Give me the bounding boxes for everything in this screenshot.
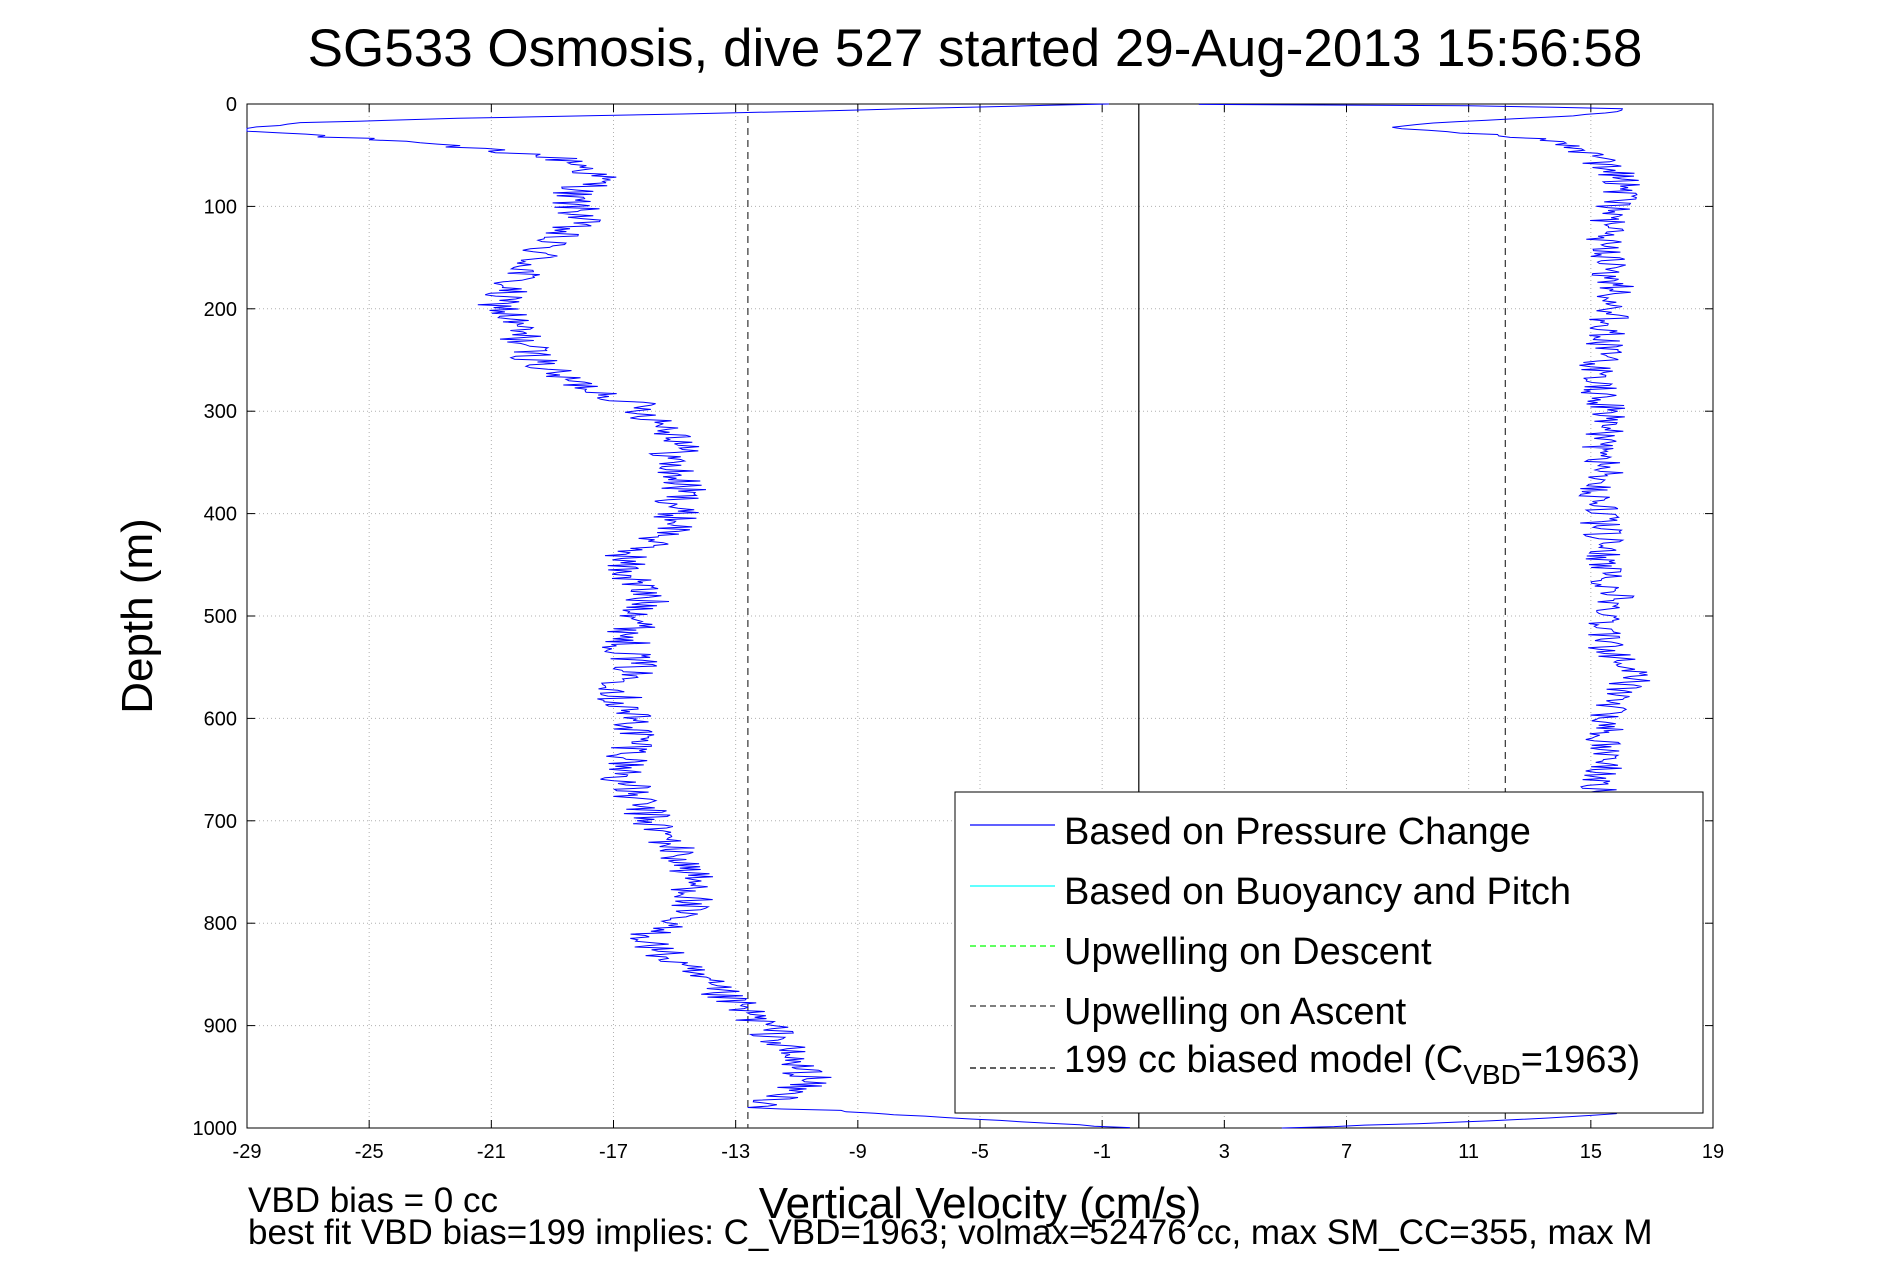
y-tick-label: 0: [226, 94, 237, 116]
y-tick-label: 200: [204, 299, 237, 321]
x-tick-label: 3: [1219, 1141, 1230, 1163]
x-axis-label: Vertical Velocity (cm/s): [759, 1179, 1202, 1228]
x-tick-label: -29: [233, 1141, 262, 1163]
legend-label-pressure-change: Based on Pressure Change: [1064, 811, 1531, 853]
legend-label-biased-model-main: 199 cc biased model (C: [1064, 1039, 1463, 1081]
x-tick-label: 11: [1458, 1141, 1479, 1163]
y-tick-label: 500: [204, 606, 237, 628]
chart-title: SG533 Osmosis, dive 527 started 29-Aug-2…: [308, 19, 1643, 78]
y-tick-label: 700: [204, 811, 237, 833]
series-pressure-change-descent: [246, 103, 1130, 1129]
y-tick-label: 100: [204, 196, 237, 218]
y-tick-label: 900: [204, 1016, 237, 1038]
annotation-vbd-bias: VBD bias = 0 cc: [248, 1181, 498, 1220]
x-tick-label: -5: [971, 1141, 989, 1163]
y-tick-label: 600: [204, 708, 237, 730]
x-tick-label: -1: [1093, 1141, 1111, 1163]
x-tick-label: -17: [599, 1141, 628, 1163]
y-tick-label: 400: [204, 504, 237, 526]
y-tick-label: 800: [204, 913, 237, 935]
x-tick-label: -9: [849, 1141, 867, 1163]
x-tick-label: -13: [721, 1141, 750, 1163]
y-tick-label: 300: [204, 401, 237, 423]
y-tick-label: 1000: [193, 1118, 238, 1140]
annotation-best-fit: best fit VBD bias=199 implies: C_VBD=196…: [248, 1213, 1653, 1252]
legend-label-biased-model: 199 cc biased model (CVBD=1963): [1064, 1039, 1640, 1090]
legend: Based on Pressure Change Based on Buoyan…: [954, 791, 1704, 1114]
x-tick-label: 15: [1580, 1141, 1602, 1163]
legend-label-biased-model-sub: VBD: [1463, 1059, 1521, 1090]
x-tick-label: 19: [1702, 1141, 1724, 1163]
legend-label-buoyancy-pitch: Based on Buoyancy and Pitch: [1064, 871, 1571, 913]
x-tick-label: -21: [477, 1141, 506, 1163]
y-axis-ticks: 0 100 200 300 400 500 600 700 800 900 1000: [193, 94, 1713, 1140]
legend-box: [954, 791, 1704, 1114]
x-tick-label: 7: [1341, 1141, 1352, 1163]
x-tick-label: -25: [355, 1141, 384, 1163]
legend-label-upwelling-ascent: Upwelling on Ascent: [1064, 991, 1407, 1033]
x-axis-ticks: -29 -25 -21 -17 -13 -9 -5 -1 3 7 11 15 19: [233, 104, 1724, 1163]
y-axis-label: Depth (m): [113, 518, 162, 714]
legend-label-upwelling-descent: Upwelling on Descent: [1064, 931, 1432, 973]
legend-label-biased-model-end: =1963): [1521, 1039, 1640, 1081]
